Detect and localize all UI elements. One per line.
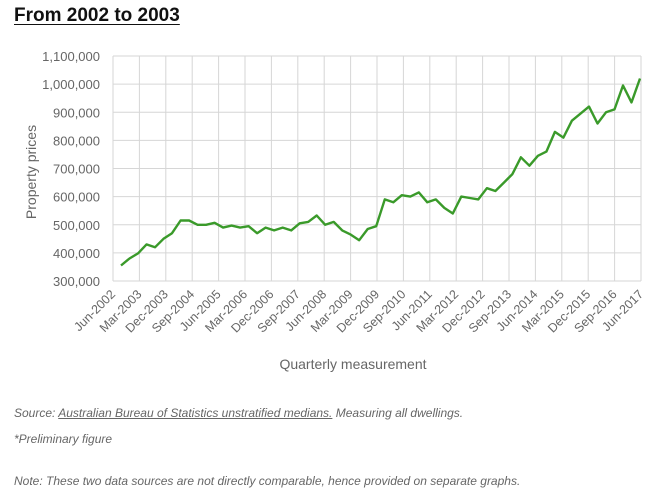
y-axis-label: Property prices bbox=[23, 125, 39, 219]
y-axis-ticks: 300,000 400,000 500,000 600,000 700,000 800,0… bbox=[42, 49, 100, 289]
chart-grid bbox=[112, 55, 642, 282]
y-tick-label: 600,000 bbox=[53, 190, 100, 205]
y-tick-label: 700,000 bbox=[53, 162, 100, 177]
source-prefix: Source: bbox=[14, 406, 59, 420]
y-tick-label: 1,000,000 bbox=[42, 77, 100, 92]
preliminary-note: *Preliminary figure bbox=[14, 432, 113, 446]
y-tick-label: 300,000 bbox=[53, 274, 100, 289]
source-link[interactable]: Australian Bureau of Statistics unstrati… bbox=[58, 406, 333, 420]
x-axis-label: Quarterly measurement bbox=[279, 356, 426, 372]
y-tick-label: 400,000 bbox=[53, 246, 100, 261]
source-note: Source: Australian Bureau of Statistics … bbox=[14, 406, 463, 420]
x-axis-ticks: Jun-2002Mar-2003Dec-2003Sep-2004Jun-2005… bbox=[71, 287, 646, 335]
source-suffix: Measuring all dwellings. bbox=[332, 406, 464, 420]
y-tick-label: 500,000 bbox=[53, 218, 100, 233]
series-line bbox=[120, 78, 642, 267]
page-title: From 2002 to 2003 bbox=[14, 5, 180, 26]
y-tick-label: 1,100,000 bbox=[42, 49, 100, 64]
y-tick-label: 800,000 bbox=[53, 133, 100, 148]
comparability-note: Note: These two data sources are not dir… bbox=[14, 474, 521, 488]
y-tick-label: 900,000 bbox=[53, 105, 100, 120]
line-chart: 300,000 400,000 500,000 600,000 700,000 800,0… bbox=[23, 49, 646, 372]
